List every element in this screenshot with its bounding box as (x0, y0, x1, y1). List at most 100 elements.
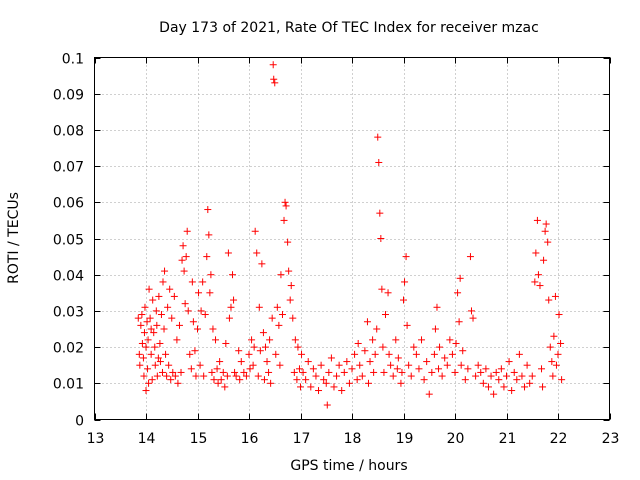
data-point (518, 372, 526, 380)
data-point (196, 361, 204, 369)
data-point (268, 314, 276, 322)
data-point (183, 227, 191, 235)
data-point (497, 365, 505, 373)
data-point (441, 354, 449, 362)
data-point (315, 387, 323, 395)
data-point (534, 271, 542, 279)
data-point (345, 379, 353, 387)
data-point (151, 343, 159, 351)
data-point (320, 376, 328, 384)
data-point (161, 267, 169, 275)
data-point (392, 336, 400, 344)
data-point (309, 365, 317, 373)
data-point (513, 376, 521, 384)
data-point (430, 350, 438, 358)
data-point (330, 383, 338, 391)
data-point (375, 158, 383, 166)
data-point (552, 361, 560, 369)
y-tick-label: 0.02 (53, 341, 84, 357)
data-point (448, 350, 456, 358)
data-point (373, 325, 381, 333)
data-point (146, 314, 154, 322)
data-point (276, 361, 284, 369)
data-point (272, 350, 280, 358)
data-point (361, 347, 369, 355)
data-point (323, 401, 331, 409)
data-point (354, 339, 362, 347)
data-point (335, 361, 343, 369)
data-point (541, 227, 549, 235)
x-tick-label: 17 (293, 431, 311, 447)
data-point (340, 368, 348, 376)
data-point (266, 336, 274, 344)
data-point (209, 325, 217, 333)
data-point (428, 368, 436, 376)
data-point (265, 368, 273, 376)
data-point (173, 336, 181, 344)
data-point (294, 343, 302, 351)
data-point (505, 358, 513, 366)
plot-frame (94, 57, 610, 420)
data-point (229, 271, 237, 279)
data-point (550, 332, 558, 340)
data-point (387, 361, 395, 369)
data-point (548, 358, 556, 366)
data-point (369, 336, 377, 344)
data-point (546, 343, 554, 351)
data-point (385, 350, 393, 358)
data-point (159, 278, 167, 286)
data-point (412, 350, 420, 358)
data-point (177, 368, 185, 376)
data-point (216, 358, 224, 366)
data-point (179, 242, 187, 250)
x-tick-label: 16 (241, 431, 259, 447)
data-point (508, 387, 516, 395)
data-point (558, 376, 566, 384)
data-point (164, 303, 172, 311)
data-point (451, 368, 459, 376)
data-point (356, 361, 364, 369)
data-point (401, 278, 409, 286)
data-point (538, 365, 546, 373)
data-point (290, 368, 298, 376)
data-point (433, 303, 441, 311)
data-point (145, 285, 153, 293)
chart-title: Day 173 of 2021, Rate Of TEC Index for r… (159, 20, 539, 36)
data-point (503, 372, 510, 380)
data-point (174, 379, 182, 387)
data-point (184, 307, 192, 315)
data-point (188, 278, 196, 286)
data-point (456, 274, 464, 282)
data-point (469, 314, 477, 322)
data-point (542, 220, 550, 228)
data-point (495, 376, 503, 384)
data-point (446, 336, 454, 344)
data-point (171, 372, 179, 380)
data-point (160, 325, 168, 333)
data-point (242, 372, 250, 380)
data-point (555, 311, 563, 319)
data-point (515, 350, 523, 358)
y-tick-label: 0.04 (53, 269, 84, 285)
data-point (298, 350, 306, 358)
data-point (147, 350, 155, 358)
data-point (178, 256, 186, 264)
data-point (136, 361, 144, 369)
y-tick-label: 0.05 (53, 233, 84, 249)
data-point (142, 343, 150, 351)
data-point (212, 336, 220, 344)
data-point (425, 390, 433, 398)
data-point (232, 372, 240, 380)
data-point (200, 372, 208, 380)
data-point (338, 387, 346, 395)
data-point (142, 387, 150, 395)
data-point (312, 372, 320, 380)
data-point (364, 379, 372, 387)
data-point (291, 336, 299, 344)
data-point (403, 321, 411, 329)
data-point (139, 354, 147, 362)
data-point (231, 368, 239, 376)
data-point (474, 361, 482, 369)
data-point (258, 260, 266, 268)
data-point (255, 303, 263, 311)
